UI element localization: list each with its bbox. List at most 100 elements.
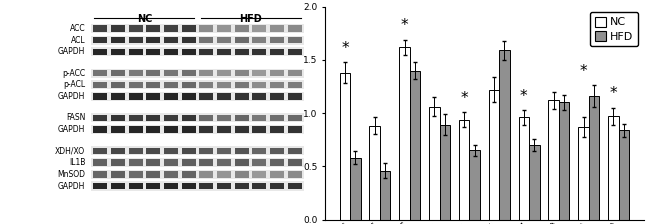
Text: IL1B: IL1B bbox=[69, 158, 85, 167]
Bar bbox=[200, 148, 213, 154]
Bar bbox=[288, 171, 302, 177]
Bar bbox=[270, 93, 284, 100]
Bar bbox=[111, 70, 125, 76]
Bar bbox=[252, 148, 266, 154]
Bar bbox=[93, 49, 107, 55]
Bar bbox=[93, 148, 107, 154]
Bar bbox=[93, 115, 107, 121]
Bar bbox=[270, 115, 284, 121]
Bar bbox=[619, 130, 629, 220]
Bar bbox=[589, 96, 599, 220]
Bar bbox=[288, 126, 302, 133]
Bar bbox=[200, 183, 213, 189]
Bar bbox=[235, 171, 249, 177]
Bar bbox=[270, 82, 284, 88]
Bar bbox=[270, 126, 284, 133]
Bar bbox=[111, 159, 125, 166]
Bar bbox=[235, 37, 249, 43]
Bar bbox=[181, 159, 196, 166]
Bar bbox=[399, 47, 410, 220]
Bar bbox=[146, 37, 161, 43]
Text: HFD: HFD bbox=[239, 14, 262, 24]
Bar bbox=[93, 171, 107, 177]
Text: *: * bbox=[460, 91, 468, 106]
Bar bbox=[410, 71, 420, 220]
Bar bbox=[288, 25, 302, 32]
Bar bbox=[164, 126, 178, 133]
Bar bbox=[181, 183, 196, 189]
Bar bbox=[164, 171, 178, 177]
Bar bbox=[181, 93, 196, 100]
Bar bbox=[129, 183, 142, 189]
Text: *: * bbox=[580, 64, 588, 79]
Bar bbox=[288, 93, 302, 100]
Bar bbox=[92, 47, 304, 56]
Bar bbox=[164, 115, 178, 121]
Bar bbox=[235, 183, 249, 189]
Bar bbox=[93, 126, 107, 133]
Bar bbox=[129, 93, 142, 100]
Bar bbox=[181, 148, 196, 154]
Bar bbox=[350, 158, 361, 220]
Bar bbox=[200, 93, 213, 100]
Bar bbox=[217, 37, 231, 43]
Bar bbox=[380, 171, 391, 220]
Bar bbox=[92, 170, 304, 179]
Bar bbox=[235, 49, 249, 55]
Legend: NC, HFD: NC, HFD bbox=[590, 12, 638, 46]
Bar bbox=[92, 24, 304, 33]
Bar bbox=[608, 116, 619, 220]
Bar bbox=[217, 159, 231, 166]
Bar bbox=[111, 49, 125, 55]
Text: *: * bbox=[610, 86, 617, 101]
Bar bbox=[200, 49, 213, 55]
Bar bbox=[92, 125, 304, 134]
Bar bbox=[489, 90, 499, 220]
Bar bbox=[578, 127, 589, 220]
Bar bbox=[217, 70, 231, 76]
Bar bbox=[288, 37, 302, 43]
Bar bbox=[146, 70, 161, 76]
Bar bbox=[252, 126, 266, 133]
Bar bbox=[111, 126, 125, 133]
Bar bbox=[270, 148, 284, 154]
Bar bbox=[164, 159, 178, 166]
Bar bbox=[252, 93, 266, 100]
Bar bbox=[93, 37, 107, 43]
Bar bbox=[92, 69, 304, 78]
Bar bbox=[439, 125, 450, 220]
Bar bbox=[111, 25, 125, 32]
Bar bbox=[92, 80, 304, 89]
Bar bbox=[288, 148, 302, 154]
Text: ACC: ACC bbox=[70, 24, 85, 33]
Bar bbox=[181, 126, 196, 133]
Bar bbox=[146, 148, 161, 154]
Bar bbox=[93, 183, 107, 189]
Bar bbox=[549, 100, 559, 220]
Bar bbox=[146, 159, 161, 166]
Bar bbox=[93, 159, 107, 166]
Bar bbox=[164, 70, 178, 76]
Bar bbox=[235, 93, 249, 100]
Bar bbox=[181, 70, 196, 76]
Text: *: * bbox=[341, 41, 348, 56]
Text: *: * bbox=[520, 88, 528, 103]
Text: MnSOD: MnSOD bbox=[57, 170, 85, 179]
Bar bbox=[92, 113, 304, 122]
Bar bbox=[252, 70, 266, 76]
Bar bbox=[164, 93, 178, 100]
Bar bbox=[252, 183, 266, 189]
Bar bbox=[111, 148, 125, 154]
Bar bbox=[181, 171, 196, 177]
Bar bbox=[146, 25, 161, 32]
Bar bbox=[129, 49, 142, 55]
Bar bbox=[92, 92, 304, 101]
Bar bbox=[129, 115, 142, 121]
Bar bbox=[146, 183, 161, 189]
Bar bbox=[519, 117, 529, 220]
Bar bbox=[235, 25, 249, 32]
Bar bbox=[181, 37, 196, 43]
Bar bbox=[111, 183, 125, 189]
Bar bbox=[129, 25, 142, 32]
Bar bbox=[129, 82, 142, 88]
